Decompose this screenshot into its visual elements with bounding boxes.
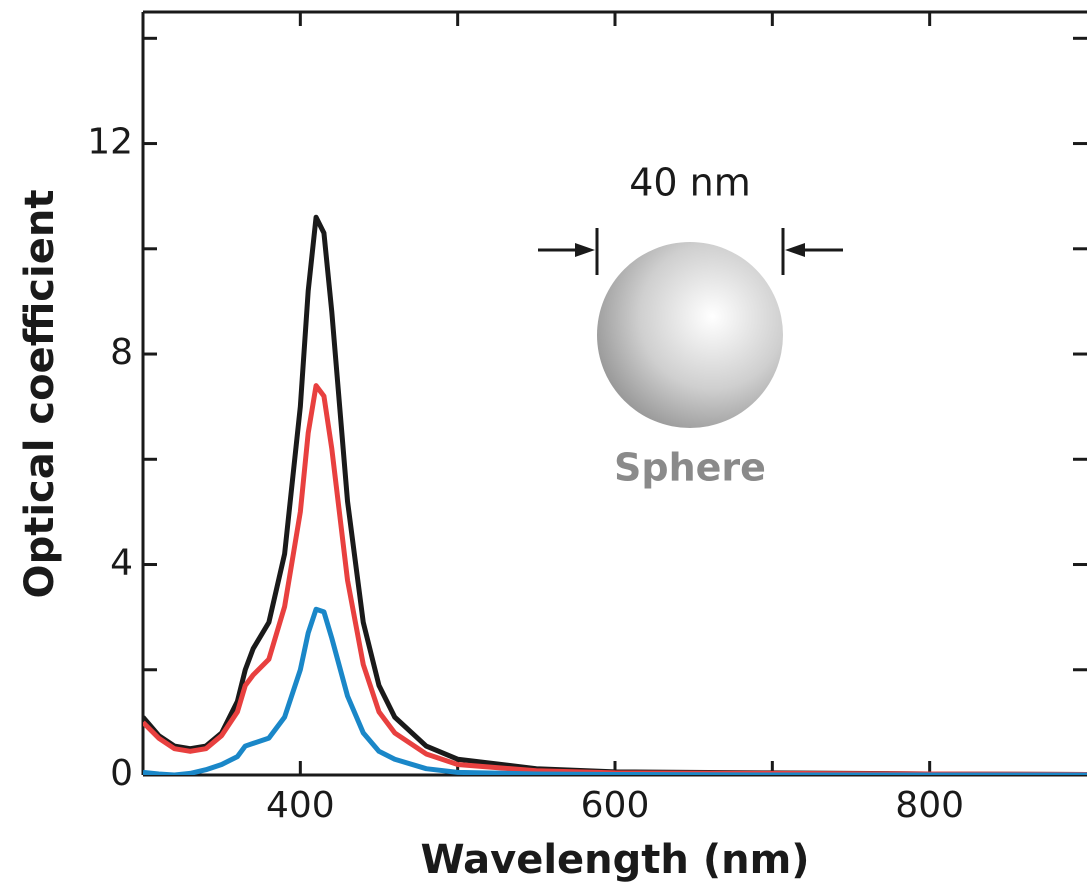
- x-tick-label: 600: [581, 785, 650, 826]
- x-axis-title: Wavelength (nm): [420, 837, 809, 883]
- series-line: [143, 383, 1087, 775]
- series-line: [143, 606, 1087, 775]
- y-tick-label: 12: [87, 122, 133, 163]
- size-label: 40 nm: [629, 161, 751, 205]
- y-axis-title: Optical coefficient: [17, 190, 63, 599]
- y-tick-label: 8: [110, 332, 133, 373]
- shape-label: Sphere: [614, 446, 766, 490]
- arrowhead: [785, 243, 805, 257]
- inset: 40 nm Sphere: [538, 161, 843, 490]
- sphere-icon: [597, 242, 783, 428]
- y-tick-label: 0: [110, 753, 133, 794]
- plot-area: [143, 214, 1087, 775]
- x-tick-label: 800: [895, 785, 964, 826]
- y-tick-label: 4: [110, 543, 133, 584]
- arrowhead: [575, 243, 595, 257]
- x-tick-label: 400: [266, 785, 335, 826]
